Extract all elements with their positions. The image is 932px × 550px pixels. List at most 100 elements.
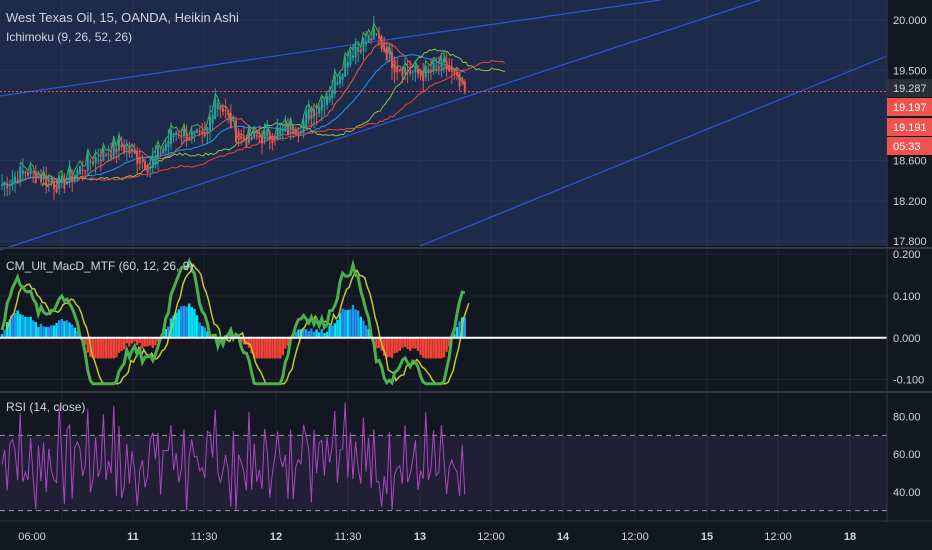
candle-body (375, 33, 378, 35)
macd-bar (143, 337, 147, 347)
macd-bar (396, 337, 399, 353)
ichimoku-legend[interactable]: Ichimoku (9, 26, 52, 26) (6, 30, 132, 44)
candle-body (289, 122, 292, 131)
macd-bar (229, 334, 232, 338)
macd-bar (201, 325, 204, 338)
macd-bar (167, 326, 170, 338)
candle-body (437, 66, 440, 69)
macd-bar (195, 315, 199, 338)
time-tick: 11:30 (191, 531, 218, 543)
candle-body (196, 129, 198, 133)
macd-bar (130, 337, 134, 344)
candle-body (349, 51, 352, 65)
trend-line (419, 55, 888, 247)
macd-bar (115, 337, 118, 358)
candle-body (188, 136, 191, 140)
macd-bar (385, 337, 388, 358)
candle-body (432, 62, 435, 71)
rsi-series (1, 402, 466, 511)
macd-legend[interactable]: CM_Ult_MacD_MTF (60, 12, 26, 9) (6, 259, 193, 273)
macd-bar (198, 322, 201, 338)
candle-body (414, 66, 417, 72)
macd-bar (346, 310, 349, 338)
macd-bar (266, 337, 269, 359)
macd-bar (193, 308, 196, 338)
macd-bar (458, 321, 461, 338)
macd-bar (128, 337, 131, 347)
macd-bar (39, 323, 43, 338)
macd-bar (333, 323, 336, 338)
candle-body (128, 148, 131, 154)
macd-bar (216, 337, 219, 342)
rsi-legend[interactable]: RSI (14, close) (6, 400, 85, 414)
candle-body (435, 65, 438, 67)
candle-body (393, 60, 396, 73)
candle-body (206, 127, 209, 135)
candle-body (344, 57, 347, 77)
candle-body (157, 146, 159, 160)
macd-bar (42, 326, 45, 338)
candle-body (456, 72, 458, 76)
time-tick: 12 (270, 531, 282, 543)
macd-bar (68, 322, 71, 338)
macd-bar (432, 337, 435, 359)
candle-body (3, 181, 6, 185)
time-tick: 11 (127, 531, 139, 543)
macd-series (0, 257, 887, 386)
macd-bar (445, 337, 448, 352)
candle-body (383, 42, 386, 52)
candle-body (154, 155, 157, 164)
macd-bar (419, 337, 422, 356)
macd-bar (294, 332, 297, 338)
macd-bar (146, 337, 149, 347)
macd-bar (58, 320, 61, 338)
candle-body (359, 49, 362, 53)
candle-body (32, 171, 35, 173)
candle-body (297, 132, 300, 134)
candle-body (16, 179, 19, 183)
candle-body (214, 98, 217, 120)
price-tick: 19.500 (893, 65, 927, 77)
candle-body (120, 144, 123, 148)
time-tick: 13 (414, 531, 426, 543)
candle-body (341, 74, 344, 80)
chart-title[interactable]: West Texas Oil, 15, OANDA, Heikin Ashi (6, 10, 239, 25)
candle-body (385, 47, 388, 61)
candle-body (261, 136, 263, 144)
macd-bar (424, 337, 427, 359)
candle-body (453, 70, 456, 75)
candle-body (443, 58, 445, 63)
candle-body (313, 109, 315, 117)
candle-body (125, 148, 128, 150)
candle-body (60, 175, 63, 184)
candle-body (159, 152, 162, 154)
candle-body (258, 135, 261, 138)
candle-body (323, 104, 326, 106)
candle-body (14, 176, 16, 183)
candle-body (354, 47, 357, 57)
macd-bar (125, 337, 128, 344)
macd-bar (29, 316, 32, 338)
candle-body (266, 128, 269, 136)
candle-body (263, 131, 266, 141)
time-tick: 12:00 (621, 531, 649, 543)
macd-bar (331, 325, 334, 338)
candle-body (144, 161, 146, 170)
macd-bar (411, 337, 414, 349)
candle-body (201, 131, 204, 134)
macd-bar (52, 325, 56, 338)
candle-body (445, 60, 448, 70)
macd-bar (281, 337, 284, 356)
macd-bar (180, 306, 183, 338)
macd-bar (279, 337, 282, 359)
candle-body (333, 75, 336, 94)
macd-bar (47, 326, 50, 338)
candle-body (276, 129, 279, 140)
candle-body (250, 136, 253, 140)
macd-bar (107, 337, 110, 359)
macd-bar (151, 337, 154, 348)
candle-body (232, 120, 235, 122)
